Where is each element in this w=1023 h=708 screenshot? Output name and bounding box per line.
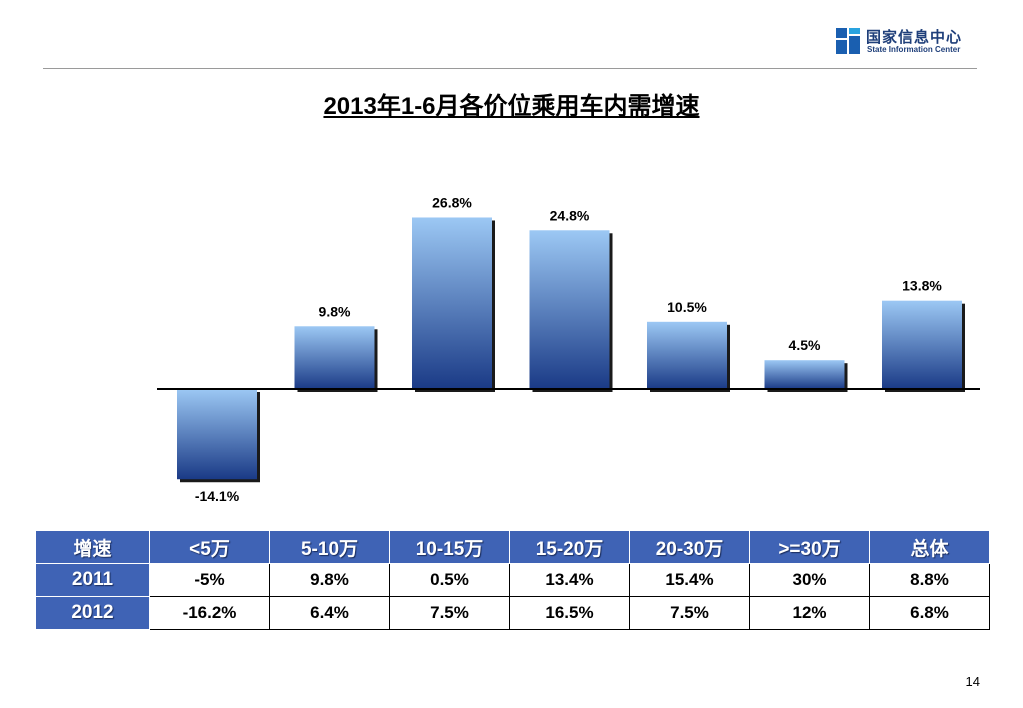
table-row: 2011 -5% 9.8% 0.5% 13.4% 15.4% 30% 8.8%: [35, 563, 990, 597]
table-cell: 16.5%: [509, 596, 630, 630]
table-header-cell: 15-20万: [509, 530, 630, 564]
table-cell: 8.8%: [869, 563, 990, 597]
table-cell: 0.5%: [389, 563, 510, 597]
bar-chart: -14.1% 9.8% 26.8% 24.8% 10.5% 4.5% 13.8%: [157, 194, 980, 504]
bar-data-label: 13.8%: [902, 278, 942, 294]
bar: [177, 389, 257, 480]
bar-data-label: 26.8%: [432, 194, 472, 210]
logo: 国家信息中心 State Information Center: [836, 26, 986, 58]
bar-data-label: 4.5%: [789, 337, 821, 353]
table-header-cell: 增速: [35, 530, 150, 564]
bar-data-label: 24.8%: [550, 207, 590, 223]
bar: [882, 300, 962, 389]
table-header-cell: 20-30万: [629, 530, 750, 564]
page-number: 14: [965, 674, 980, 689]
slide-title: 2013年1-6月各价位乘用车内需增速: [323, 93, 700, 120]
row-label-2012: 2012: [35, 596, 150, 630]
table-cell: -16.2%: [149, 596, 270, 630]
bar: [412, 217, 492, 389]
table-cell: 7.5%: [389, 596, 510, 630]
table-cell: 30%: [749, 563, 870, 597]
table-row: 2012 -16.2% 6.4% 7.5% 16.5% 7.5% 12% 6.8…: [35, 596, 990, 630]
bar: [647, 321, 727, 389]
table-header-row: 增速 <5万 5-10万 10-15万 15-20万 20-30万 >=30万 …: [35, 530, 990, 564]
table-cell: -5%: [149, 563, 270, 597]
header-divider: [43, 68, 977, 69]
logo-name-en: State Information Center: [867, 45, 961, 54]
table-cell: 6.8%: [869, 596, 990, 630]
growth-table: 增速 <5万 5-10万 10-15万 15-20万 20-30万 >=30万 …: [35, 530, 990, 630]
table-cell: 13.4%: [509, 563, 630, 597]
state-information-center-logo-icon: [836, 28, 860, 54]
table-cell: 6.4%: [269, 596, 390, 630]
bar-data-label: 9.8%: [319, 303, 351, 319]
table-header-cell: 总体: [869, 530, 990, 564]
table-cell: 9.8%: [269, 563, 390, 597]
row-label-2011: 2011: [35, 563, 150, 597]
bar: [764, 360, 845, 389]
table-header-cell: >=30万: [749, 530, 870, 564]
bar: [294, 326, 375, 389]
bar: [529, 230, 610, 389]
bar-data-label: -14.1%: [195, 488, 240, 504]
table-cell: 7.5%: [629, 596, 750, 630]
table-header-cell: 5-10万: [269, 530, 390, 564]
table-header-cell: <5万: [149, 530, 270, 564]
table-cell: 12%: [749, 596, 870, 630]
table-header-cell: 10-15万: [389, 530, 510, 564]
logo-name-cn: 国家信息中心: [866, 29, 963, 46]
bar-data-label: 10.5%: [667, 299, 707, 315]
table-cell: 15.4%: [629, 563, 750, 597]
